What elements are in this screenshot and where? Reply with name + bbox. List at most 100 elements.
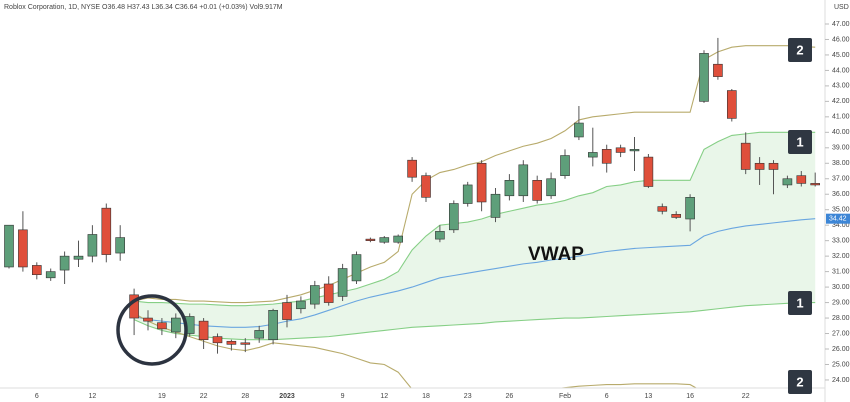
candle-body [87, 234, 98, 257]
band-marker: 1 [796, 295, 803, 310]
x-tick-label: 6 [35, 393, 39, 400]
candle-body [518, 164, 529, 197]
candle-body [601, 149, 612, 164]
candle-body [643, 156, 654, 187]
candle-body [782, 178, 793, 186]
candle-body [629, 149, 640, 152]
y-tick-label: 25.00 [832, 361, 850, 368]
vwap-line [133, 218, 816, 328]
y-tick-label: 40.00 [832, 129, 850, 136]
candle-body [435, 231, 445, 240]
candle-body [73, 255, 84, 260]
candle-body [171, 317, 181, 333]
band-marker-box [788, 38, 812, 62]
y-tick-label: 41.00 [832, 114, 850, 121]
x-tick-label: 2023 [279, 393, 295, 400]
candle-body [226, 340, 237, 345]
candle-body [212, 336, 223, 344]
y-tick-label: 24.00 [832, 377, 850, 384]
candle-body [282, 302, 292, 320]
y-tick-label: 30.00 [832, 284, 850, 291]
y-tick-label: 37.00 [832, 176, 850, 183]
vwap-line [134, 131, 816, 307]
candle-body [490, 193, 501, 218]
y-tick-label: 33.00 [832, 238, 850, 245]
candle-body [740, 142, 751, 170]
band-marker-box [788, 130, 812, 154]
candle-body [810, 183, 821, 186]
candle-body [476, 162, 487, 203]
y-tick-label: 46.00 [832, 36, 850, 43]
x-tick-label: 16 [686, 393, 694, 400]
x-tick-label: 23 [464, 393, 472, 400]
price-label-box [826, 213, 850, 224]
candle-body [198, 320, 209, 341]
candle-body [615, 147, 626, 153]
candle-body [504, 180, 515, 197]
candle-body [101, 207, 112, 255]
candle-body [365, 238, 376, 241]
candle-body [462, 184, 473, 204]
highlight-circle [116, 294, 188, 366]
candle-body [560, 155, 570, 176]
candle-body [268, 310, 278, 341]
candle-body [685, 197, 695, 220]
candle-body [546, 178, 556, 197]
y-tick-label: 43.00 [832, 83, 850, 90]
y-tick-label: 27.00 [832, 330, 850, 337]
x-tick-label: 19 [158, 393, 166, 400]
x-tick-label: 6 [605, 393, 609, 400]
x-tick-label: 26 [506, 393, 514, 400]
vwap-annotation: VWAP [528, 244, 584, 265]
candle-body [254, 330, 264, 339]
candle-body [157, 322, 167, 330]
y-tick-label: 42.00 [832, 98, 850, 105]
band-marker: 2 [796, 374, 803, 389]
chart-title: Roblox Corporation, 1D, NYSE O36.48 H37.… [4, 4, 283, 11]
y-tick-label: 36.00 [832, 191, 850, 198]
candle-body [45, 271, 56, 279]
candle-body [393, 235, 404, 243]
candle-body [574, 122, 584, 138]
band-marker: 1 [796, 134, 803, 149]
candle-body [587, 152, 598, 158]
vwap-line [133, 312, 698, 388]
candle-body [671, 214, 682, 218]
x-tick-label: 22 [200, 393, 208, 400]
candle-body [713, 63, 723, 77]
x-tick-label: 18 [422, 393, 430, 400]
candle-body [115, 237, 125, 254]
candle-body [532, 180, 543, 201]
x-tick-label: 13 [645, 393, 653, 400]
candle-body [337, 268, 348, 297]
candle-body [754, 162, 765, 170]
y-tick-label: 34.00 [832, 222, 850, 229]
y-tick-label: 28.00 [832, 315, 850, 322]
x-tick-label: 9 [341, 393, 345, 400]
candle-body [18, 229, 28, 268]
y-tick-label: 47.00 [832, 21, 850, 28]
candle-body [796, 175, 807, 184]
candle-body [309, 285, 320, 305]
band-marker-box [788, 291, 812, 315]
candle-body [4, 224, 14, 268]
x-tick-label: 12 [380, 393, 388, 400]
x-tick-label: 22 [742, 393, 750, 400]
y-tick-label: 44.00 [832, 67, 850, 74]
candle-body [31, 265, 42, 276]
candle-body [407, 159, 417, 178]
candle-body [351, 254, 362, 282]
x-tick-label: 28 [241, 393, 249, 400]
candle-body [448, 203, 459, 231]
y-tick-label: 32.00 [832, 253, 850, 260]
candle-body [699, 53, 709, 102]
y-tick-label: 39.00 [832, 145, 850, 152]
y-tick-label: 35.00 [832, 207, 850, 214]
x-tick-label: Feb [559, 393, 571, 400]
candle-body [726, 90, 737, 119]
candle-body [59, 255, 70, 271]
x-tick-label: 12 [89, 393, 97, 400]
candle-body [657, 206, 668, 212]
candle-body [768, 162, 779, 170]
